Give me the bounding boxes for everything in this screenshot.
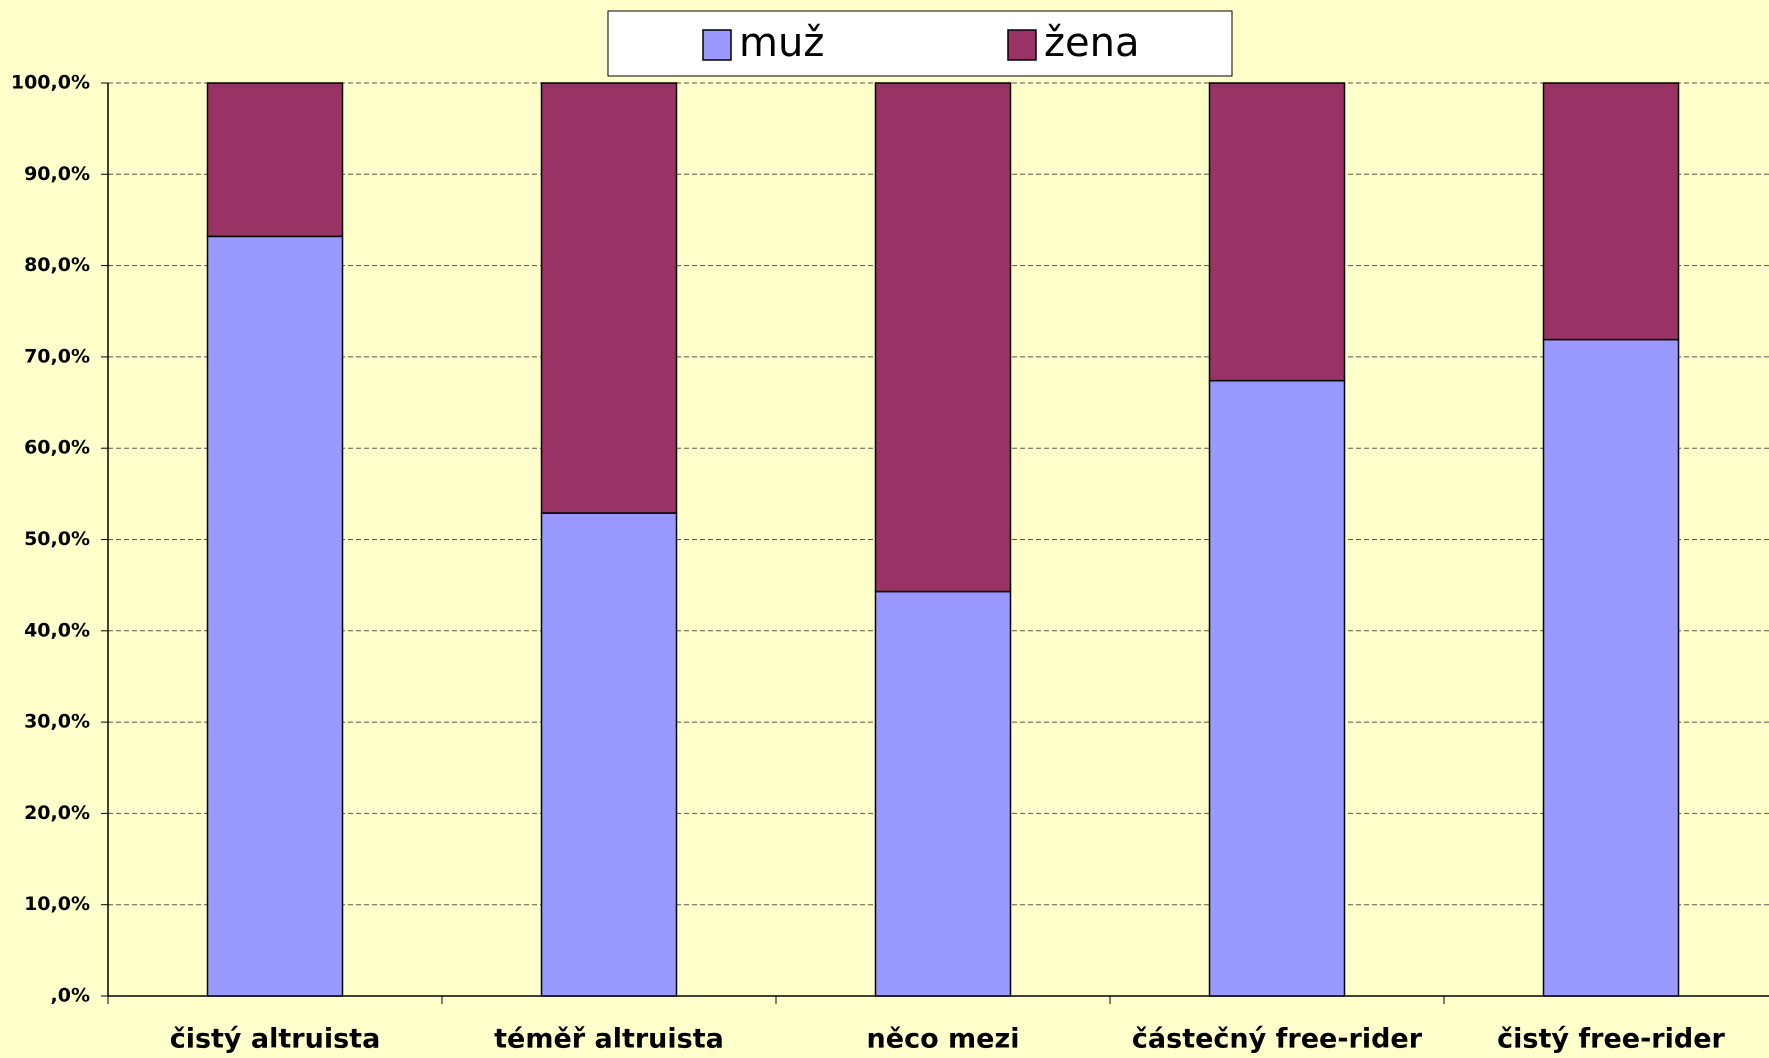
y-tick-label: 20,0%	[24, 802, 90, 824]
bar-segment	[1208, 82, 1346, 382]
legend-label: žena	[1044, 20, 1139, 66]
bar-segment	[206, 235, 344, 997]
bar-segment	[874, 590, 1012, 997]
bar-segment	[874, 82, 1012, 593]
y-tick-label: 70,0%	[24, 345, 90, 367]
y-tick-label: 100,0%	[11, 72, 90, 94]
y-tick-label: 80,0%	[24, 254, 90, 276]
x-tick-label: téměř altruista	[494, 1024, 724, 1055]
x-tick-label: něco mezi	[867, 1024, 1020, 1055]
y-tick-label: 30,0%	[24, 711, 90, 733]
legend-swatch	[1007, 29, 1037, 61]
x-tick-label: čistý altruista	[170, 1024, 381, 1055]
bar-segment	[206, 82, 344, 238]
y-tick-label: 60,0%	[24, 437, 90, 459]
x-tick-label: částečný free-rider	[1132, 1024, 1423, 1055]
legend-swatch	[702, 29, 732, 61]
y-tick-label: 50,0%	[24, 528, 90, 550]
bar-segment	[1542, 338, 1680, 997]
y-tick-label: 10,0%	[24, 893, 90, 915]
x-tick-label: čistý free-rider	[1497, 1024, 1725, 1055]
y-tick-label: ,0%	[51, 985, 90, 1007]
bar-segment	[1542, 82, 1680, 341]
legend-label: muž	[739, 20, 824, 66]
bar-segment	[540, 512, 678, 997]
bar-segment	[540, 82, 678, 514]
y-tick-label: 90,0%	[24, 163, 90, 185]
bar-segment	[1208, 379, 1346, 997]
y-tick-label: 40,0%	[24, 619, 90, 641]
